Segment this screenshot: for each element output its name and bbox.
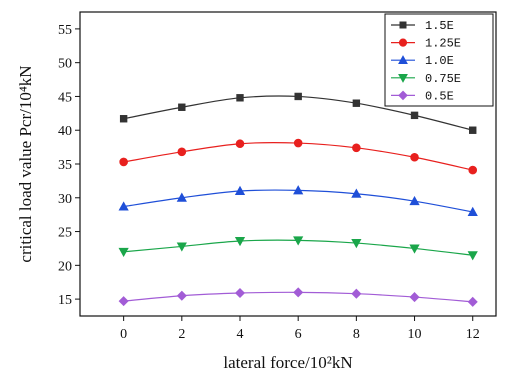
series-0 xyxy=(119,92,477,134)
series-2 xyxy=(118,185,478,216)
legend-label: 0.5E xyxy=(425,89,454,103)
data-point xyxy=(178,103,186,111)
legend-item: 0.5E xyxy=(391,89,454,103)
x-axis-title: lateral force/10²kN xyxy=(223,353,352,372)
data-point xyxy=(410,111,419,120)
data-point xyxy=(409,195,420,206)
legend-item: 1.0E xyxy=(391,54,454,68)
legend-label: 1.5E xyxy=(425,19,454,33)
data-point xyxy=(351,188,362,198)
legend-marker xyxy=(398,38,408,47)
data-point xyxy=(293,185,304,195)
y-axis: 15 20 25 30 35 40 45 50 55 xyxy=(58,23,80,308)
data-point xyxy=(176,290,187,301)
y-tick-label: 25 xyxy=(58,226,72,241)
data-point xyxy=(293,287,304,298)
legend-item: 1.25E xyxy=(391,37,461,51)
series-4 xyxy=(118,287,478,307)
x-tick-label: 12 xyxy=(466,327,480,342)
data-point xyxy=(293,236,304,246)
y-tick-label: 55 xyxy=(58,23,72,38)
data-point xyxy=(351,288,362,299)
data-point xyxy=(118,247,129,258)
y-tick-label: 30 xyxy=(58,192,72,207)
data-point xyxy=(351,239,362,249)
data-point xyxy=(293,138,303,148)
data-point xyxy=(294,92,302,101)
y-tick-label: 45 xyxy=(58,90,72,105)
data-point xyxy=(119,115,128,123)
data-point xyxy=(177,147,187,157)
legend-label: 0.75E xyxy=(425,72,461,86)
data-point xyxy=(235,139,245,149)
legend-label: 1.0E xyxy=(425,54,454,68)
data-point xyxy=(118,296,129,307)
y-tick-label: 35 xyxy=(58,158,72,173)
data-point xyxy=(467,206,478,216)
y-axis-title: critical load value Pcr/10⁴kN xyxy=(16,65,35,262)
data-point xyxy=(176,242,187,252)
legend: 1.5E 1.25E 1.0E 0.75E 0.5E xyxy=(384,13,494,107)
data-point xyxy=(467,251,478,261)
data-point xyxy=(234,185,246,196)
data-point xyxy=(352,143,361,153)
legend-item: 1.5E xyxy=(391,19,454,33)
x-axis: 0 2 4 6 8 10 12 xyxy=(120,316,480,342)
legend-label: 1.25E xyxy=(425,37,461,51)
data-point xyxy=(409,292,420,303)
x-tick-label: 8 xyxy=(353,327,360,342)
series-3 xyxy=(118,236,478,261)
data-point xyxy=(469,126,477,134)
y-tick-label: 40 xyxy=(58,124,72,139)
x-tick-label: 6 xyxy=(295,327,302,342)
legend-marker xyxy=(398,73,408,83)
y-tick-label: 20 xyxy=(58,259,72,274)
data-point xyxy=(409,244,420,254)
y-tick-label: 15 xyxy=(58,293,72,308)
data-point xyxy=(234,288,246,299)
data-point xyxy=(236,94,244,102)
data-point xyxy=(410,152,419,162)
data-point xyxy=(119,157,128,167)
legend-item: 0.75E xyxy=(391,72,461,86)
x-tick-label: 2 xyxy=(178,327,185,342)
data-point xyxy=(468,165,478,175)
x-tick-label: 0 xyxy=(120,327,127,342)
y-tick-label: 50 xyxy=(58,57,72,72)
data-point xyxy=(118,201,129,211)
data-point xyxy=(176,192,187,202)
data-point xyxy=(352,99,361,107)
series-layer xyxy=(118,92,478,307)
legend-marker xyxy=(399,21,407,29)
data-point xyxy=(467,296,478,307)
x-tick-label: 10 xyxy=(408,327,422,342)
data-point xyxy=(234,237,246,247)
legend-marker xyxy=(398,90,408,101)
series-1 xyxy=(119,138,478,175)
legend-marker xyxy=(398,55,408,65)
x-tick-label: 4 xyxy=(237,327,244,342)
